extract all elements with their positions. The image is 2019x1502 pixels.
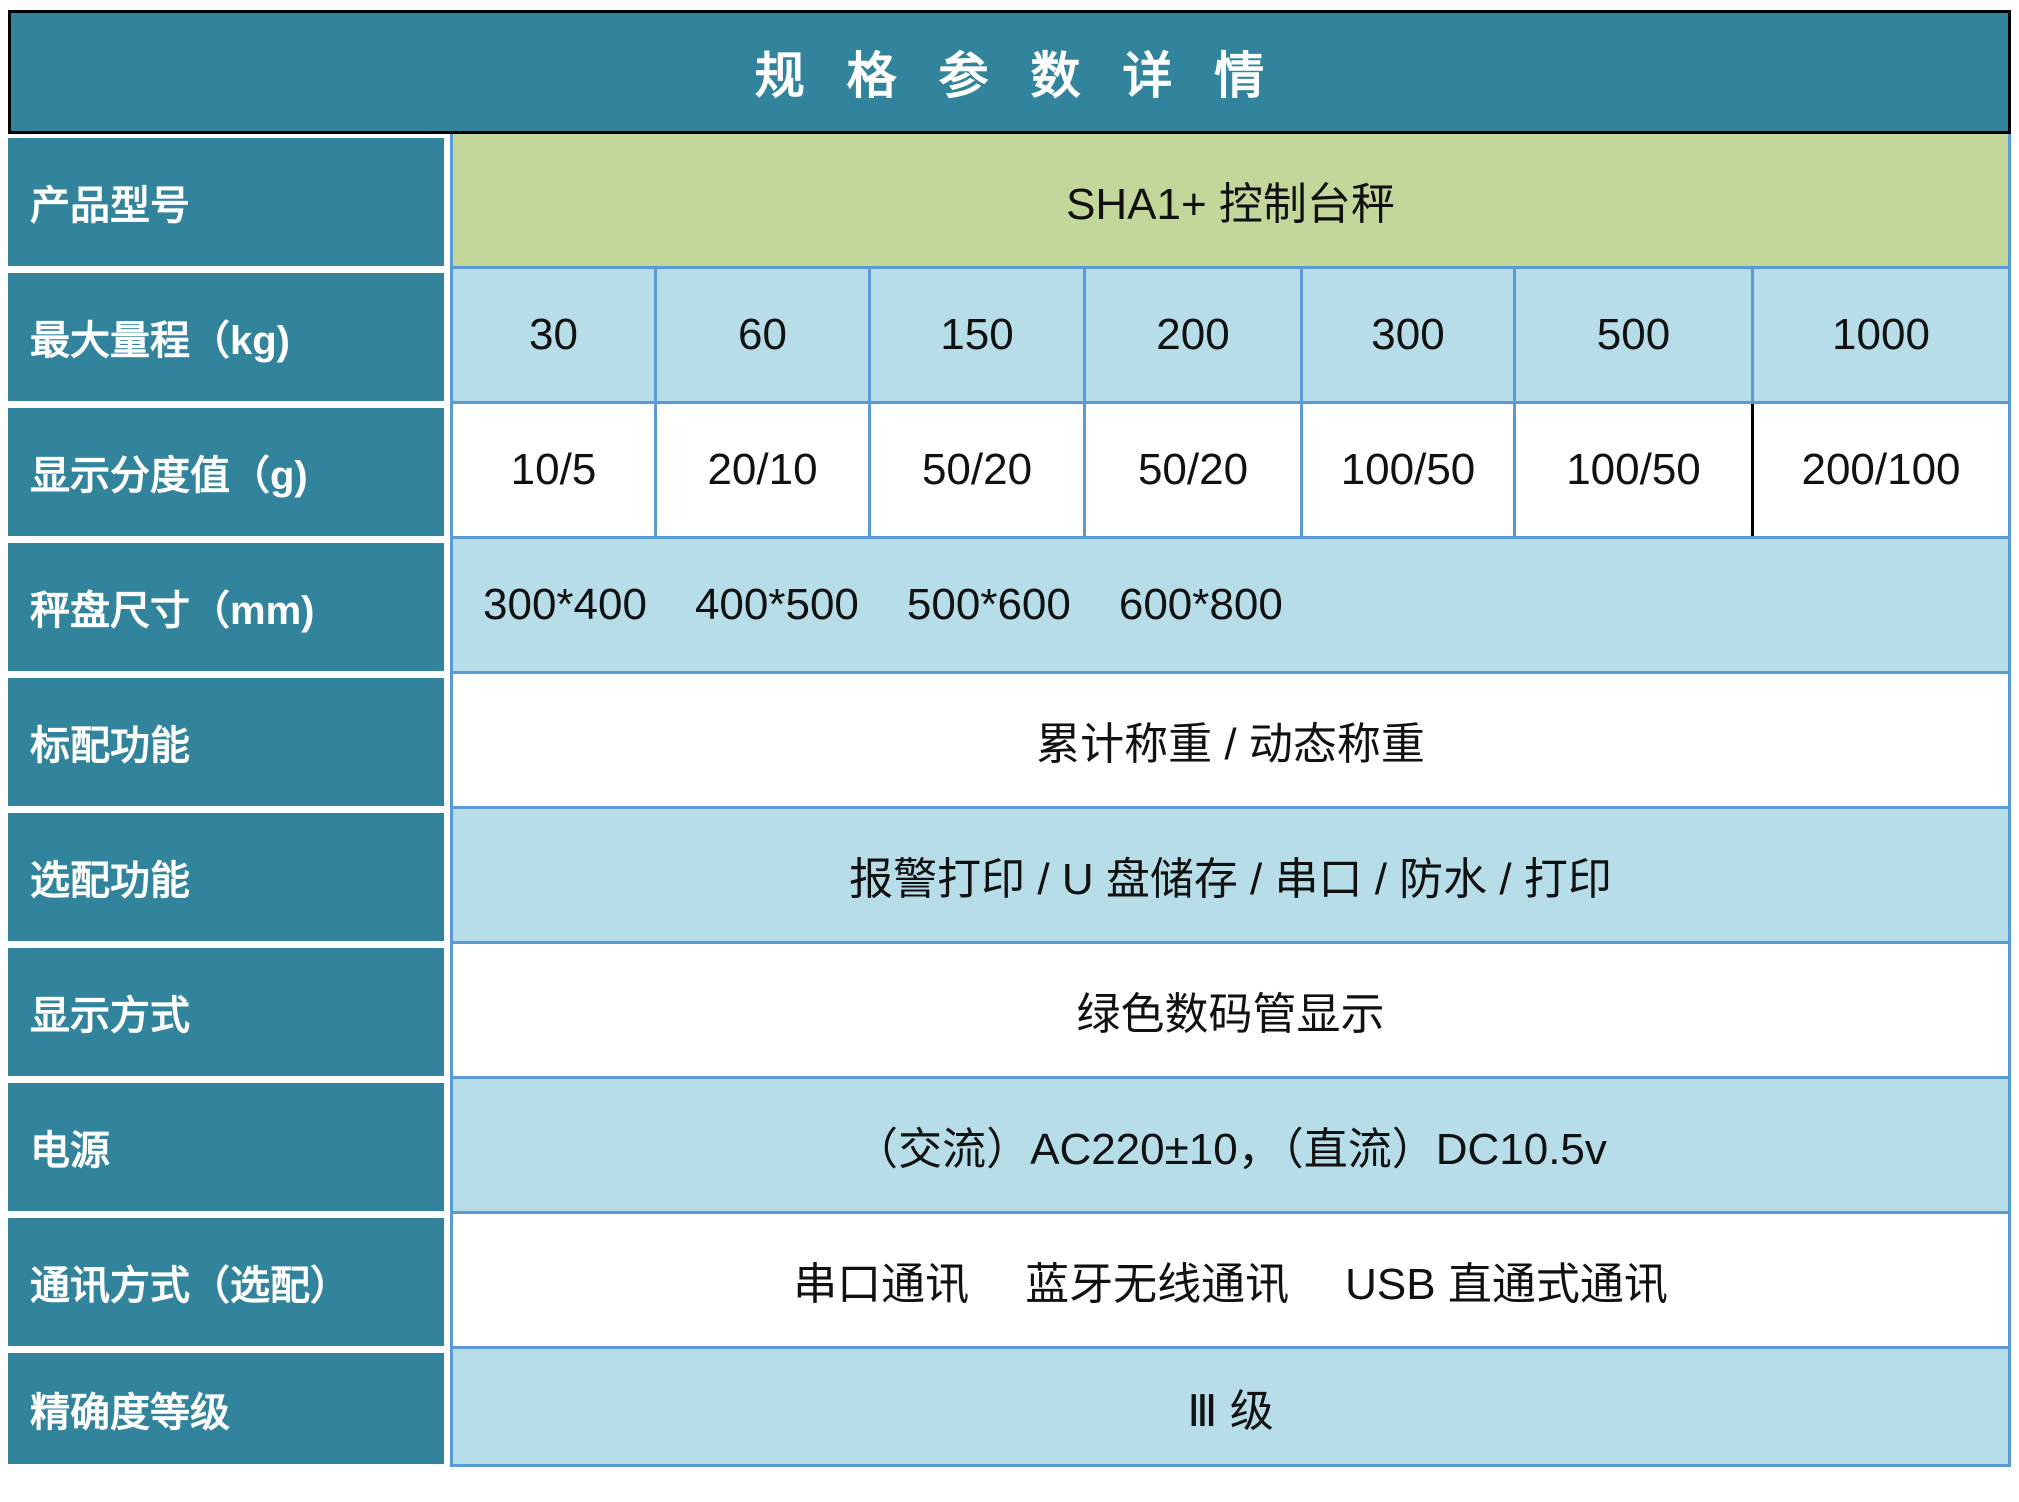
communication-item: 蓝牙无线通讯 — [1025, 1260, 1290, 1309]
table-row: 显示方式 绿色数码管显示 — [8, 941, 2011, 1079]
pan-size-item: 300*400 — [483, 580, 647, 629]
table-row: 精确度等级 Ⅲ 级 — [8, 1346, 2011, 1467]
row-label-standard-functions: 标配功能 — [8, 678, 444, 806]
capacity-cell: 1000 — [1751, 269, 2008, 401]
row-label-communication: 通讯方式（选配） — [8, 1218, 444, 1346]
division-cell: 50/20 — [1083, 404, 1300, 536]
division-cell: 100/50 — [1300, 404, 1513, 536]
product-model-value: SHA1+ 控制台秤 — [450, 134, 2011, 269]
capacity-cell: 200 — [1083, 269, 1300, 401]
row-label-division-value: 显示分度值（g) — [8, 408, 444, 536]
pan-size-item: 500*600 — [906, 580, 1071, 629]
division-cell: 100/50 — [1513, 404, 1751, 536]
optional-functions-value: 报警打印 / U 盘储存 / 串口 / 防水 / 打印 — [450, 806, 2011, 944]
table-row: 最大量程（kg) 30 60 150 200 300 500 1000 — [8, 266, 2011, 404]
table-row: 秤盘尺寸（mm) 300*400 400*500 500*600 600*800 — [8, 536, 2011, 674]
standard-functions-value: 累计称重 / 动态称重 — [450, 671, 2011, 809]
page-title: 规 格 参 数 详 情 — [8, 10, 2011, 134]
row-label-pan-size: 秤盘尺寸（mm) — [8, 543, 444, 671]
table-row: 产品型号 SHA1+ 控制台秤 — [8, 134, 2011, 269]
division-value-cells: 10/5 20/10 50/20 50/20 100/50 100/50 200… — [450, 401, 2011, 539]
capacity-cell: 300 — [1300, 269, 1513, 401]
capacity-cell: 60 — [654, 269, 868, 401]
communication-item: USB 直通式通讯 — [1345, 1260, 1668, 1309]
power-value: （交流）AC220±10，（直流）DC10.5v — [450, 1076, 2011, 1214]
communication-item: 串口通讯 — [793, 1260, 970, 1309]
row-label-power: 电源 — [8, 1083, 444, 1211]
accuracy-class-value: Ⅲ 级 — [450, 1346, 2011, 1467]
row-label-display-mode: 显示方式 — [8, 948, 444, 1076]
table-row: 选配功能 报警打印 / U 盘储存 / 串口 / 防水 / 打印 — [8, 806, 2011, 944]
table-row: 标配功能 累计称重 / 动态称重 — [8, 671, 2011, 809]
row-label-product-model: 产品型号 — [8, 138, 444, 266]
division-cell: 200/100 — [1751, 404, 2008, 536]
division-cell: 20/10 — [654, 404, 868, 536]
capacity-cell: 150 — [868, 269, 1083, 401]
table-row: 显示分度值（g) 10/5 20/10 50/20 50/20 100/50 1… — [8, 401, 2011, 539]
spec-table: 产品型号 SHA1+ 控制台秤 最大量程（kg) 30 60 150 200 3… — [8, 134, 2011, 1467]
pan-size-item: 400*500 — [694, 580, 859, 629]
capacity-cell: 30 — [453, 269, 654, 401]
row-label-max-capacity: 最大量程（kg) — [8, 273, 444, 401]
row-label-accuracy-class: 精确度等级 — [8, 1353, 444, 1464]
capacity-cell: 500 — [1513, 269, 1751, 401]
table-row: 电源 （交流）AC220±10，（直流）DC10.5v — [8, 1076, 2011, 1214]
pan-size-values: 300*400 400*500 500*600 600*800 — [450, 536, 2011, 674]
row-label-optional-functions: 选配功能 — [8, 813, 444, 941]
communication-values: 串口通讯 蓝牙无线通讯 USB 直通式通讯 — [450, 1211, 2011, 1349]
division-cell: 50/20 — [868, 404, 1083, 536]
display-mode-value: 绿色数码管显示 — [450, 941, 2011, 1079]
pan-size-item: 600*800 — [1118, 580, 1283, 629]
table-row: 通讯方式（选配） 串口通讯 蓝牙无线通讯 USB 直通式通讯 — [8, 1211, 2011, 1349]
max-capacity-cells: 30 60 150 200 300 500 1000 — [450, 266, 2011, 404]
division-cell: 10/5 — [510, 445, 597, 494]
